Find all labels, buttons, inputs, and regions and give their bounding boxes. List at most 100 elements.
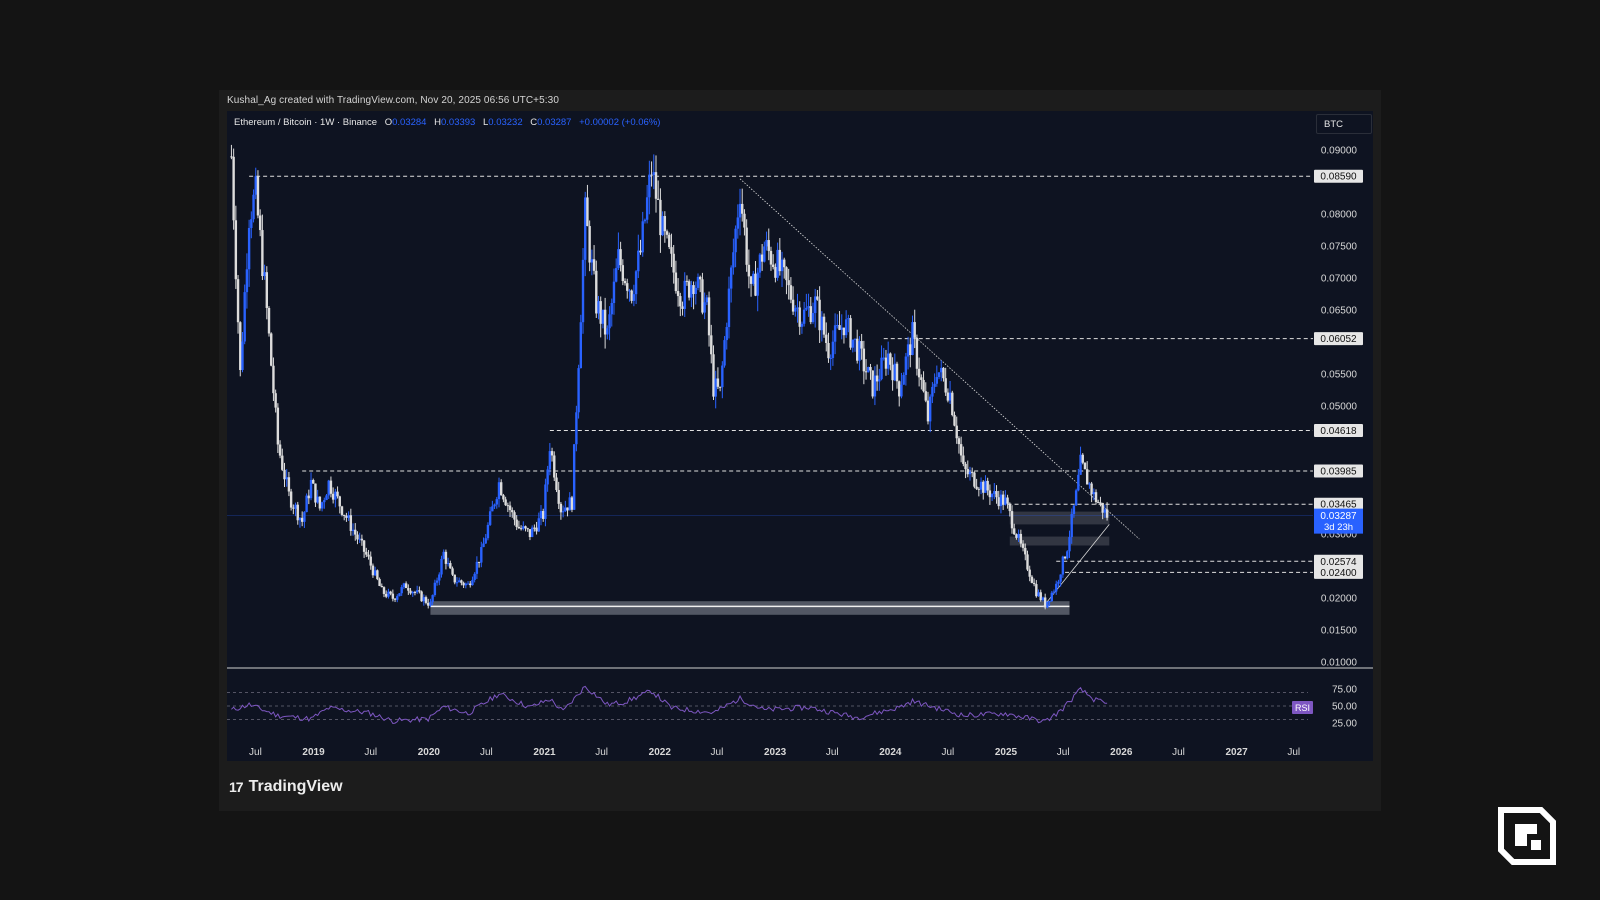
x-tick-label: 2023 — [764, 747, 787, 758]
candle-body — [1099, 502, 1102, 504]
candle-body — [787, 280, 790, 286]
candle-body — [502, 495, 505, 500]
candle-body — [710, 335, 713, 355]
candle-body — [1081, 454, 1084, 463]
candle-body — [630, 290, 633, 301]
candle-body — [882, 357, 885, 359]
currency-badge[interactable]: BTC — [1316, 114, 1372, 134]
candle-body — [287, 477, 291, 492]
high-value: 0.03393 — [440, 117, 476, 128]
candle-body — [592, 259, 596, 271]
candle-body — [712, 354, 715, 397]
x-tick-label: 2026 — [1110, 747, 1133, 758]
candle-body — [619, 249, 622, 266]
candle-body — [1017, 533, 1020, 538]
candle-body — [796, 307, 799, 309]
candle-body — [838, 325, 841, 330]
candle-body — [867, 367, 870, 373]
candle-body — [393, 598, 397, 600]
candle-body — [982, 481, 985, 493]
candle-body — [811, 313, 815, 323]
y-tick-label: 0.01000 — [1321, 658, 1358, 669]
candle-body — [610, 303, 613, 315]
candle-body — [758, 254, 762, 273]
candle-body — [871, 370, 874, 397]
candle-body — [446, 563, 450, 565]
candle-body — [964, 463, 967, 470]
candle-body — [270, 333, 273, 366]
candle-body — [842, 327, 846, 336]
price-labels-layer: 0.08590 0.06052 0.04618 0.03985 0.03465 0.025… — [1314, 169, 1363, 579]
candle-body — [511, 510, 514, 513]
candle-body — [285, 477, 288, 480]
candle-body — [741, 203, 744, 214]
candle-body — [389, 591, 392, 594]
x-tick-label: Jul — [249, 747, 262, 758]
candle-body — [900, 384, 903, 397]
candle-body — [951, 392, 954, 416]
candle-body — [526, 528, 529, 530]
candle-body — [320, 502, 324, 509]
candle-body — [648, 174, 651, 198]
x-tick-label: 2019 — [302, 747, 325, 758]
level-label: 0.08590 — [1320, 172, 1357, 183]
candle-body — [736, 217, 740, 229]
candle-body — [466, 583, 470, 585]
candle-body — [263, 272, 266, 277]
candle-body — [926, 400, 930, 422]
candle-body — [411, 591, 414, 594]
candle-body — [464, 583, 468, 586]
candle-body — [685, 280, 689, 282]
candle-body — [455, 582, 459, 584]
candle-body — [1074, 490, 1078, 506]
structure-box — [1009, 511, 1110, 525]
candle-body — [323, 500, 326, 503]
y-tick-label: 0.05000 — [1321, 402, 1358, 413]
candle-body — [475, 561, 479, 574]
candle-body — [668, 234, 671, 248]
x-tick-label: Jul — [1287, 747, 1300, 758]
candle-body — [1004, 497, 1007, 505]
tradingview-logo[interactable]: 17 TradingView — [229, 778, 343, 796]
candle-body — [400, 587, 403, 594]
candle-body — [749, 276, 753, 284]
candle-body — [435, 580, 439, 583]
candle-body — [889, 353, 892, 365]
candle-body — [986, 480, 989, 491]
x-tick-label: 2022 — [649, 747, 672, 758]
rsi-tick-label: 75.00 — [1332, 685, 1357, 696]
candle-body — [517, 526, 521, 529]
candle-body — [906, 344, 910, 357]
candle-body — [1024, 547, 1027, 555]
candle-body — [232, 156, 235, 221]
candle-body — [1070, 514, 1073, 538]
candle-body — [1103, 509, 1107, 513]
candle-body — [440, 558, 443, 575]
candle-body — [254, 176, 257, 195]
candle-body — [935, 377, 939, 384]
low-label: L — [482, 117, 489, 128]
candle-body — [568, 497, 571, 511]
candle-body — [1006, 497, 1009, 504]
candle-body — [674, 272, 678, 292]
candle-body — [895, 363, 899, 382]
candle-body — [1072, 505, 1076, 515]
open-label: O — [384, 117, 393, 128]
candle-body — [942, 367, 945, 379]
candle-body — [515, 519, 518, 527]
candle-body — [250, 219, 253, 228]
candle-body — [595, 270, 598, 314]
candle-body — [637, 250, 640, 272]
candle-body — [1015, 534, 1018, 538]
candle-body — [1001, 494, 1005, 505]
candle-body — [612, 281, 616, 304]
tradingview-mark-icon: 17 — [229, 779, 244, 795]
chart-panel[interactable] — [227, 111, 1373, 761]
candle-body — [544, 484, 547, 519]
candle-body — [844, 319, 848, 336]
candle-body — [716, 378, 720, 387]
close-label: C — [530, 117, 538, 128]
candle-body — [995, 491, 998, 498]
candle-body — [305, 495, 308, 513]
symbol-title[interactable]: Ethereum / Bitcoin · 1W · Binance — [234, 117, 378, 128]
